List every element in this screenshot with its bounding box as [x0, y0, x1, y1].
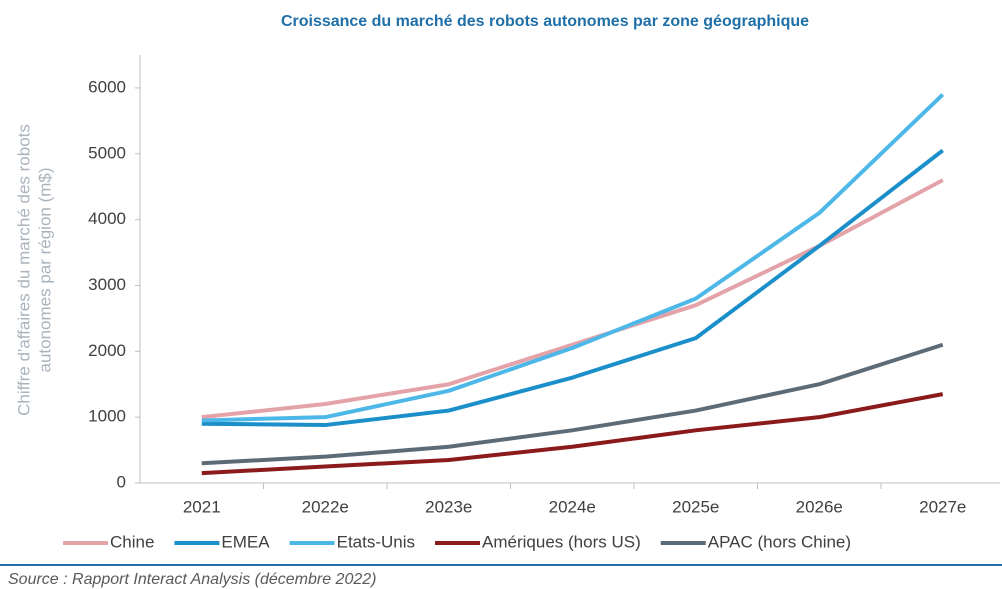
y-axis-label: Chiffre d'affaires du marché des robots …	[14, 124, 54, 416]
legend-item: APAC (hors Chine)	[660, 532, 851, 551]
x-tick-label: 2023e	[425, 497, 472, 516]
y-tick-label: 2000	[88, 341, 126, 360]
series-line	[201, 342, 944, 466]
y-tick-label: 5000	[88, 143, 126, 162]
legend-item: EMEA	[174, 532, 270, 551]
legend-item: Amériques (hors US)	[435, 532, 641, 551]
x-tick-label: 2022e	[302, 497, 349, 516]
legend-label: Etats-Unis	[337, 532, 415, 551]
legend-item: Etats-Unis	[289, 532, 415, 551]
x-tick-label: 2024e	[549, 497, 596, 516]
legend-item: Chine	[63, 532, 154, 551]
y-tick-label: 6000	[88, 77, 126, 96]
series-line	[201, 148, 944, 428]
series-line	[201, 93, 945, 423]
y-tick-label: 3000	[88, 275, 126, 294]
y-tick-label: 1000	[88, 407, 126, 426]
legend-label: Chine	[110, 532, 154, 551]
legend-label: EMEA	[221, 532, 270, 551]
x-tick-label: 2025e	[672, 497, 719, 516]
y-axis-label-line: Chiffre d'affaires du marché des robots	[14, 124, 33, 416]
y-tick-label: 4000	[88, 209, 126, 228]
legend-label: Amériques (hors US)	[482, 532, 641, 551]
y-tick-label: 0	[117, 472, 126, 491]
y-axis-label-line: autonomes par région (m$)	[35, 167, 54, 372]
x-tick-label: 2027e	[919, 497, 966, 516]
legend-label: APAC (hors Chine)	[708, 532, 851, 551]
x-tick-label: 2021	[183, 497, 221, 516]
source: Source : Rapport Interact Analysis (déce…	[8, 571, 376, 588]
x-tick-label: 2026e	[796, 497, 843, 516]
series-line	[201, 392, 944, 476]
chart-title: Croissance du marché des robots autonome…	[281, 13, 809, 30]
